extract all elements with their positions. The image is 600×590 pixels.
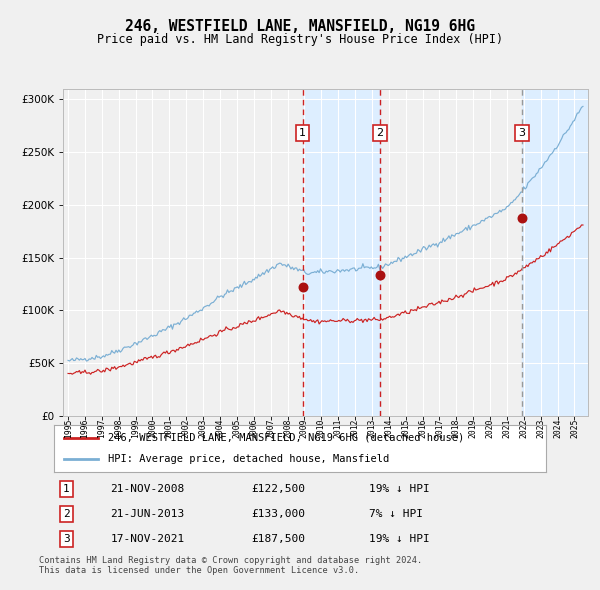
Text: 1998: 1998 (114, 419, 123, 438)
Text: 3: 3 (518, 127, 526, 137)
Text: 1: 1 (63, 484, 70, 494)
Text: 21-JUN-2013: 21-JUN-2013 (110, 509, 185, 519)
Text: 2: 2 (376, 127, 383, 137)
Point (298, 282, 307, 291)
Text: 1997: 1997 (97, 419, 106, 438)
Text: 246, WESTFIELD LANE, MANSFIELD, NG19 6HG (detached house): 246, WESTFIELD LANE, MANSFIELD, NG19 6HG… (108, 432, 464, 442)
Text: £187,500: £187,500 (251, 534, 305, 544)
Text: 2018: 2018 (452, 419, 461, 438)
Text: 2005: 2005 (232, 419, 241, 438)
Text: 2: 2 (63, 509, 70, 519)
Text: 2008: 2008 (283, 419, 292, 438)
Text: £122,500: £122,500 (251, 484, 305, 494)
Text: 2022: 2022 (520, 419, 529, 438)
Text: 21-NOV-2008: 21-NOV-2008 (110, 484, 185, 494)
Text: HPI: Average price, detached house, Mansfield: HPI: Average price, detached house, Mans… (108, 454, 389, 464)
Text: 2012: 2012 (350, 419, 359, 438)
Text: 2000: 2000 (148, 419, 157, 438)
Text: 1995: 1995 (64, 419, 73, 438)
Point (375, 271, 385, 280)
Text: 2001: 2001 (165, 419, 174, 438)
Text: 1: 1 (299, 127, 306, 137)
Text: 2019: 2019 (469, 419, 478, 438)
Text: 2015: 2015 (401, 419, 410, 438)
Text: 2025: 2025 (570, 419, 579, 438)
Bar (302, 88, 380, 416)
Text: 2009: 2009 (300, 419, 309, 438)
Text: 246, WESTFIELD LANE, MANSFIELD, NG19 6HG: 246, WESTFIELD LANE, MANSFIELD, NG19 6HG (125, 19, 475, 34)
Text: 2023: 2023 (536, 419, 545, 438)
Text: 2013: 2013 (367, 419, 376, 438)
Text: 19% ↓ HPI: 19% ↓ HPI (369, 484, 430, 494)
Text: 7% ↓ HPI: 7% ↓ HPI (369, 509, 423, 519)
Point (517, 213, 527, 222)
Text: 2014: 2014 (385, 419, 394, 438)
Text: 2021: 2021 (502, 419, 511, 438)
Text: 2016: 2016 (418, 419, 427, 438)
Text: 1996: 1996 (80, 419, 89, 438)
Text: 2003: 2003 (199, 419, 208, 438)
Text: This data is licensed under the Open Government Licence v3.0.: This data is licensed under the Open Gov… (39, 566, 359, 575)
Text: 2010: 2010 (317, 419, 326, 438)
Text: 2011: 2011 (334, 419, 343, 438)
Text: 2017: 2017 (435, 419, 444, 438)
Text: 2002: 2002 (182, 419, 191, 438)
Text: £133,000: £133,000 (251, 509, 305, 519)
Text: Price paid vs. HM Land Registry's House Price Index (HPI): Price paid vs. HM Land Registry's House … (97, 33, 503, 46)
Text: 2004: 2004 (215, 419, 224, 438)
Text: 2020: 2020 (485, 419, 494, 438)
Text: 1999: 1999 (131, 419, 140, 438)
Text: 3: 3 (63, 534, 70, 544)
Text: 2007: 2007 (266, 419, 275, 438)
Text: 19% ↓ HPI: 19% ↓ HPI (369, 534, 430, 544)
Text: 17-NOV-2021: 17-NOV-2021 (110, 534, 185, 544)
Text: 2006: 2006 (249, 419, 258, 438)
Bar (522, 88, 588, 416)
Text: 2024: 2024 (553, 419, 562, 438)
Text: Contains HM Land Registry data © Crown copyright and database right 2024.: Contains HM Land Registry data © Crown c… (39, 556, 422, 565)
